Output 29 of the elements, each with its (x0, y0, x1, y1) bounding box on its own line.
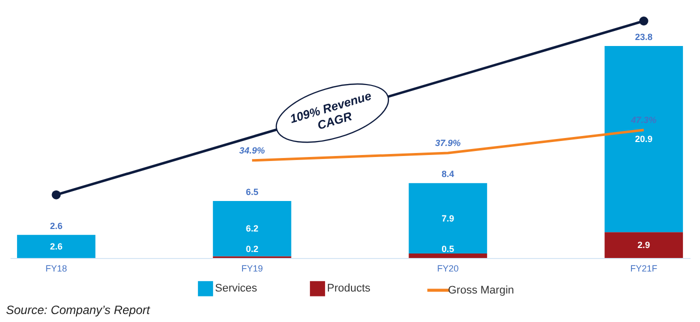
total-label: 8.4 (442, 169, 454, 180)
data-label: 0.2 (246, 244, 258, 254)
data-label: 0.5 (442, 244, 454, 254)
x-tick-label: FY18 (45, 264, 67, 274)
total-label: 2.6 (50, 220, 62, 231)
bar (604, 46, 683, 232)
bar (212, 200, 292, 256)
legend-label: Gross Margin (448, 284, 514, 296)
total-label: 23.8 (635, 32, 653, 42)
data-label: 2.9 (638, 240, 650, 250)
annotation: 109% Revenue CAGR (288, 88, 374, 133)
data-label: 20.9 (635, 134, 653, 144)
bar (604, 232, 683, 258)
bar (408, 183, 488, 254)
source-note: Source: Company’s Report (6, 303, 150, 317)
x-tick-label: FY19 (241, 264, 263, 274)
total-label: 6.5 (246, 186, 258, 197)
bar (408, 254, 488, 258)
x-tick-label: FY20 (437, 264, 459, 274)
data-label: 34.9% (239, 145, 265, 156)
data-label: 47.3% (630, 115, 657, 125)
bar (17, 234, 96, 258)
legend-label: Services (215, 282, 258, 295)
data-label: 7.9 (442, 213, 454, 224)
data-label: 37.9% (435, 138, 461, 148)
legend-label: Products (327, 282, 371, 295)
x-tick-label: FY21F (630, 264, 658, 274)
data-label: 6.2 (246, 224, 258, 234)
data-label: 2.6 (50, 241, 62, 252)
